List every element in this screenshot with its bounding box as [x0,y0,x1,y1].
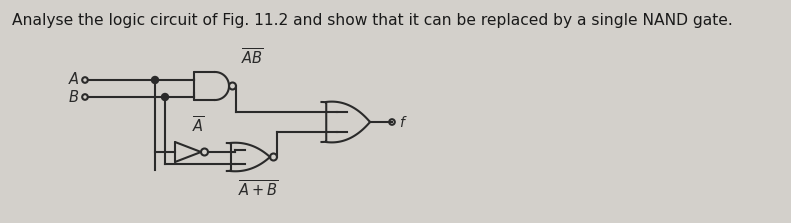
Circle shape [152,76,158,83]
Text: $\overline{A + B}$: $\overline{A + B}$ [238,179,278,199]
Text: B: B [69,89,79,105]
Circle shape [161,93,168,101]
Text: f: f [399,116,404,130]
Text: $\overline{AB}$: $\overline{AB}$ [241,48,264,68]
Text: Analyse the logic circuit of Fig. 11.2 and show that it can be replaced by a sin: Analyse the logic circuit of Fig. 11.2 a… [12,13,732,28]
Text: A: A [69,72,79,87]
Text: $\overline{A}$: $\overline{A}$ [192,116,205,136]
